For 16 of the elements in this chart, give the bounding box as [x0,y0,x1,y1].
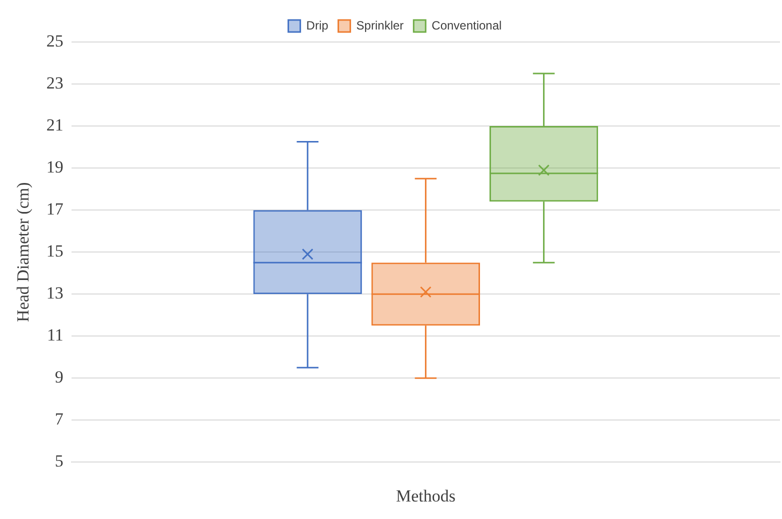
y-tick-label: 19 [46,158,64,177]
y-tick-label: 5 [54,452,64,471]
legend-label: Drip [306,18,329,32]
y-tick-label: 21 [46,116,64,135]
y-tick-label: 25 [46,31,64,50]
y-tick-label: 17 [46,200,64,219]
y-tick-label: 23 [46,73,64,92]
y-axis-title: Head Diameter (cm) [14,182,33,322]
y-tick-label: 7 [54,410,64,429]
legend-label: Conventional [432,18,502,32]
legend-label: Sprinkler [356,18,404,32]
y-tick-label: 15 [46,242,64,261]
y-tick-label: 11 [47,326,64,345]
x-axis-title: Methods [396,486,456,506]
y-tick-label: 9 [54,368,64,387]
y-tick-label: 13 [46,284,64,303]
